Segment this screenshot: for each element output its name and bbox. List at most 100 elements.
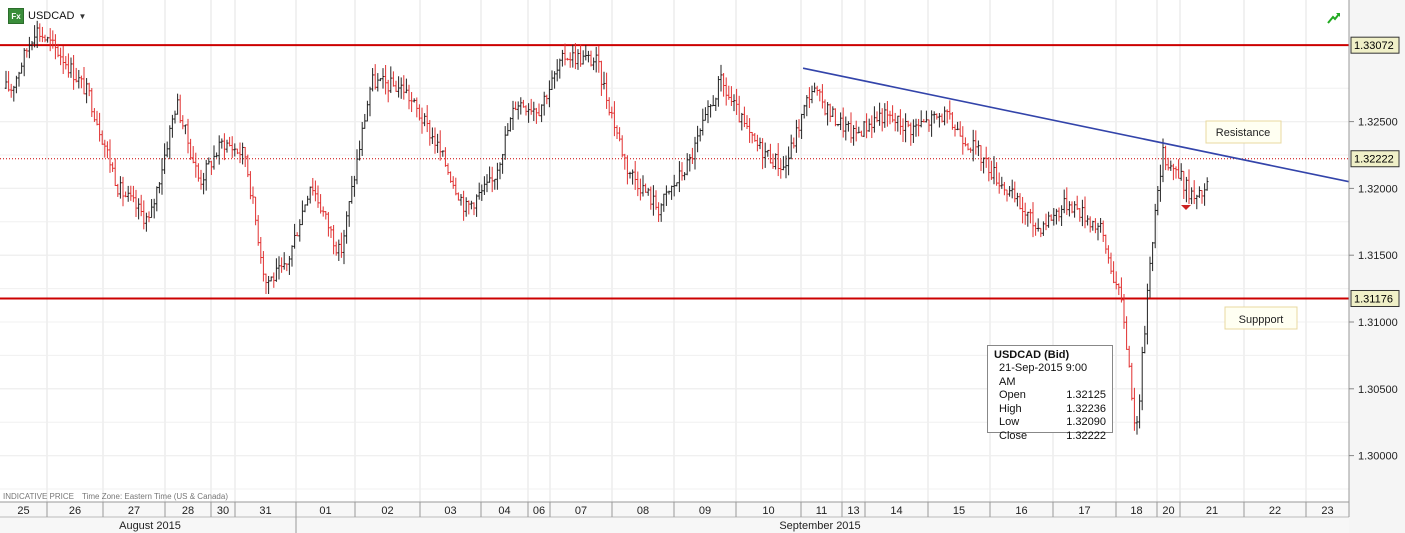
- ohlc-bar: [85, 78, 88, 104]
- ohlc-bar: [815, 85, 819, 96]
- ohlc-bar: [202, 172, 205, 195]
- ohlc-bar: [722, 73, 725, 97]
- ohlc-bar: [553, 71, 556, 89]
- ohlc-bar: [740, 112, 744, 131]
- ohlc-bar: [371, 68, 374, 92]
- date-tick-label: 06: [533, 505, 545, 517]
- ohlc-bar: [558, 58, 562, 79]
- ohlc-bar: [800, 113, 803, 139]
- date-tick-label: 09: [699, 505, 711, 517]
- ohlc-bar: [277, 256, 281, 280]
- ohlc-bar: [548, 80, 551, 108]
- ohlc-bar: [948, 100, 952, 120]
- ohlc-bar: [717, 76, 720, 107]
- chevron-down-icon[interactable]: ▼: [78, 11, 87, 21]
- ohlc-bar: [1185, 176, 1188, 203]
- ohlc-bar: [888, 110, 892, 125]
- ohlc-bar: [971, 129, 975, 162]
- ohlc-bar: [873, 106, 876, 133]
- ohlc-bar: [347, 201, 351, 227]
- indicative-price-label: INDICATIVE PRICE: [3, 492, 74, 501]
- ohlc-bar: [1169, 160, 1173, 171]
- ohlc-bar: [298, 219, 302, 242]
- date-tick-label: 08: [637, 505, 649, 517]
- date-tick-label: 17: [1078, 505, 1090, 517]
- ohlc-bar: [199, 169, 203, 190]
- ohlc-bar: [295, 232, 299, 237]
- ohlc-bar: [852, 125, 855, 146]
- ohlc-bar: [704, 107, 707, 121]
- ohlc-bar: [555, 59, 559, 82]
- ohlc-bar: [132, 185, 135, 203]
- ohlc-bar: [480, 184, 484, 201]
- date-tick-label: 03: [444, 505, 456, 517]
- ohlc-bar: [155, 186, 159, 212]
- ohlc-bar: [711, 95, 715, 107]
- month-label: September 2015: [779, 520, 860, 532]
- ohlc-bar: [847, 121, 850, 132]
- ohlc-bar: [901, 118, 905, 143]
- ohlc-bar: [821, 84, 824, 109]
- ohlc-bar: [1159, 164, 1162, 202]
- ohlc-bar: [425, 105, 429, 133]
- ohlc-bar: [1096, 222, 1100, 241]
- ohlc-bar: [961, 126, 965, 155]
- ohlc-tooltip: USDCAD (Bid) 21-Sep-2015 9:00 AM Open 1.3…: [987, 345, 1113, 442]
- ohlc-bar: [984, 146, 988, 168]
- date-axis: 25 26 27 28 30 31 01 02 03 04 06 07 08 09 10 11 13 14 15 16…: [17, 502, 1350, 517]
- ohlc-bar: [758, 137, 762, 150]
- trend-up-icon[interactable]: [1327, 10, 1341, 24]
- ohlc-bar: [441, 150, 445, 157]
- ohlc-bar: [46, 36, 49, 43]
- ohlc-bar: [124, 191, 127, 198]
- date-tick-label: 27: [128, 505, 140, 517]
- ohlc-bar: [724, 77, 728, 106]
- ohlc-bar: [402, 75, 406, 100]
- ohlc-bar: [106, 141, 109, 159]
- ohlc-bar: [121, 176, 125, 207]
- ohlc-bar: [1042, 221, 1045, 236]
- ohlc-bar: [563, 43, 567, 66]
- ohlc-bar: [225, 139, 229, 153]
- ohlc-bar: [129, 185, 133, 201]
- ohlc-bar: [501, 153, 504, 174]
- ohlc-bar: [308, 186, 312, 204]
- ohlc-bar: [464, 197, 468, 217]
- ohlc-bar: [646, 187, 650, 196]
- ohlc-bar: [979, 145, 983, 172]
- ohlc-bar: [935, 113, 939, 120]
- month-label: August 2015: [119, 520, 181, 532]
- ohlc-bar: [249, 171, 252, 200]
- ohlc-bar: [51, 30, 55, 49]
- ohlc-bar: [451, 176, 455, 189]
- ohlc-bar: [628, 171, 632, 179]
- price-tag: [1350, 36, 1400, 54]
- ohlc-bar: [605, 72, 608, 109]
- ohlc-bar: [906, 120, 910, 128]
- ohlc-bar: [470, 200, 473, 210]
- ohlc-bar: [345, 211, 348, 244]
- ohlc-bar: [1016, 192, 1019, 207]
- ohlc-bar: [38, 23, 42, 42]
- ohlc-bar: [488, 166, 491, 183]
- symbol-selector[interactable]: Fx USDCAD ▼: [8, 7, 86, 25]
- ohlc-bar: [685, 153, 689, 176]
- date-tick-label: 22: [1269, 505, 1281, 517]
- ohlc-bar: [176, 93, 179, 115]
- ohlc-bar: [139, 194, 143, 217]
- ohlc-bar: [1049, 214, 1053, 221]
- ohlc-bar: [82, 67, 86, 95]
- ohlc-bar: [763, 142, 767, 168]
- ohlc-bar: [74, 67, 78, 83]
- ohlc-bar: [524, 105, 528, 116]
- ohlc-bar: [1083, 196, 1087, 229]
- ohlc-bar: [1148, 256, 1152, 298]
- ohlc-bar: [529, 98, 533, 115]
- ohlc-bar: [678, 161, 681, 193]
- ohlc-bar: [1029, 208, 1032, 224]
- ohlc-bar: [1161, 138, 1165, 183]
- ohlc-bar: [550, 70, 554, 91]
- ohlc-bar: [392, 71, 395, 87]
- ohlc-bar: [748, 118, 751, 143]
- ohlc-bar: [462, 190, 465, 221]
